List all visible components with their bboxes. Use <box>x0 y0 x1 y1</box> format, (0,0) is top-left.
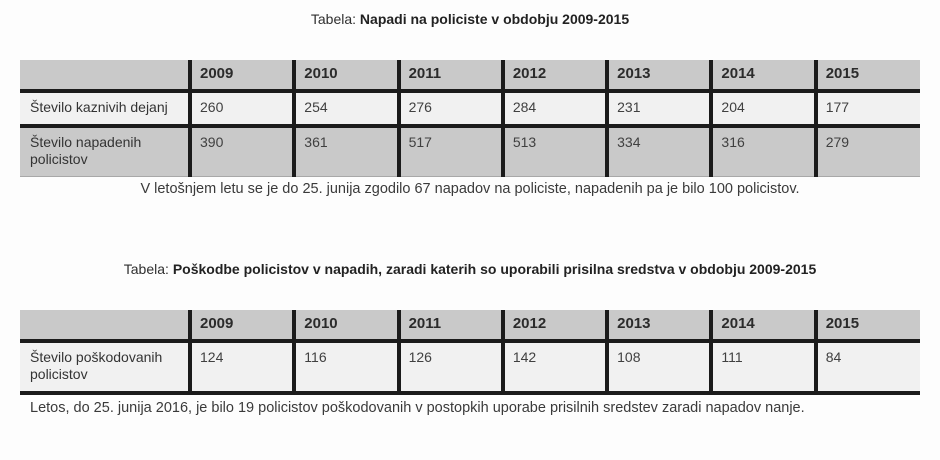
attacks-table-title: Tabela: Napadi na policiste v obdobju 20… <box>20 0 920 28</box>
injuries-table: 2009 2010 2011 2012 2013 2014 2015 Število poš… <box>20 309 920 395</box>
value-cell: 204 <box>709 89 816 127</box>
value-cell: 513 <box>500 124 608 178</box>
row-label: Število poškodovanih policistov <box>20 338 190 395</box>
injuries-table-header: 2009 2010 2011 2012 2013 2014 2015 <box>20 309 920 343</box>
year-header: 2012 <box>500 309 608 343</box>
value-cell: 108 <box>605 338 712 395</box>
attacks-table: 2009 2010 2011 2012 2013 2014 2015 Število kaz… <box>20 59 920 178</box>
year-header: 2015 <box>813 59 920 94</box>
value-cell: 142 <box>500 338 608 395</box>
value-cell: 284 <box>500 89 608 127</box>
value-cell: 316 <box>709 124 816 178</box>
table-row: Število kaznivih dejanj 260 254 276 284 231 20… <box>20 89 920 127</box>
year-header: 2012 <box>500 59 608 94</box>
attacks-table-body: Število kaznivih dejanj 260 254 276 284 231 20… <box>20 89 920 178</box>
value-cell: 84 <box>813 338 920 395</box>
table-row: Število poškodovanih policistov 124 116 126… <box>20 338 920 395</box>
value-cell: 231 <box>605 89 712 127</box>
year-header: 2013 <box>605 59 712 94</box>
year-header: 2015 <box>813 309 920 343</box>
year-header: 2014 <box>709 309 816 343</box>
value-cell: 276 <box>396 89 503 127</box>
attacks-table-header: 2009 2010 2011 2012 2013 2014 2015 <box>20 59 920 94</box>
value-cell: 390 <box>187 124 295 178</box>
year-header: 2010 <box>292 59 399 94</box>
value-cell: 126 <box>396 338 503 395</box>
year-header: 2011 <box>396 59 503 94</box>
value-cell: 116 <box>292 338 399 395</box>
table-row: Število napadenih policistov 390 361 517 513… <box>20 124 920 178</box>
attacks-table-caption: V letošnjem letu se je do 25. junija zgo… <box>140 181 800 198</box>
value-cell: 111 <box>709 338 816 395</box>
value-cell: 260 <box>187 89 295 127</box>
corner-cell <box>20 59 190 94</box>
corner-cell <box>20 309 190 343</box>
value-cell: 254 <box>292 89 399 127</box>
value-cell: 177 <box>813 89 920 127</box>
row-label: Število kaznivih dejanj <box>20 89 190 127</box>
header-row: 2009 2010 2011 2012 2013 2014 2015 <box>20 59 920 94</box>
row-label: Število napadenih policistov <box>20 124 190 178</box>
injuries-table-body: Število poškodovanih policistov 124 116 126… <box>20 338 920 395</box>
injuries-table-title-text: Poškodbe policistov v napadih, zaradi ka… <box>172 260 817 277</box>
attacks-table-title-prefix: Tabela: <box>310 11 357 27</box>
value-cell: 361 <box>292 124 399 178</box>
injuries-table-title-prefix: Tabela: <box>123 260 169 277</box>
injuries-table-title: Tabela: Poškodbe policistov v napadih, z… <box>20 199 920 278</box>
year-header: 2009 <box>187 59 295 94</box>
year-header: 2011 <box>396 309 503 343</box>
injuries-table-caption: Letos, do 25. junija 2016, je bilo 19 po… <box>30 399 805 416</box>
attacks-table-title-text: Napadi na policiste v obdobju 2009-2015 <box>359 11 630 27</box>
value-cell: 334 <box>605 124 712 178</box>
value-cell: 279 <box>813 124 920 178</box>
value-cell: 124 <box>187 338 295 395</box>
year-header: 2009 <box>187 309 295 343</box>
year-header: 2010 <box>292 309 399 343</box>
year-header: 2014 <box>709 59 816 94</box>
year-header: 2013 <box>605 309 712 343</box>
header-row: 2009 2010 2011 2012 2013 2014 2015 <box>20 309 920 343</box>
value-cell: 517 <box>396 124 503 178</box>
